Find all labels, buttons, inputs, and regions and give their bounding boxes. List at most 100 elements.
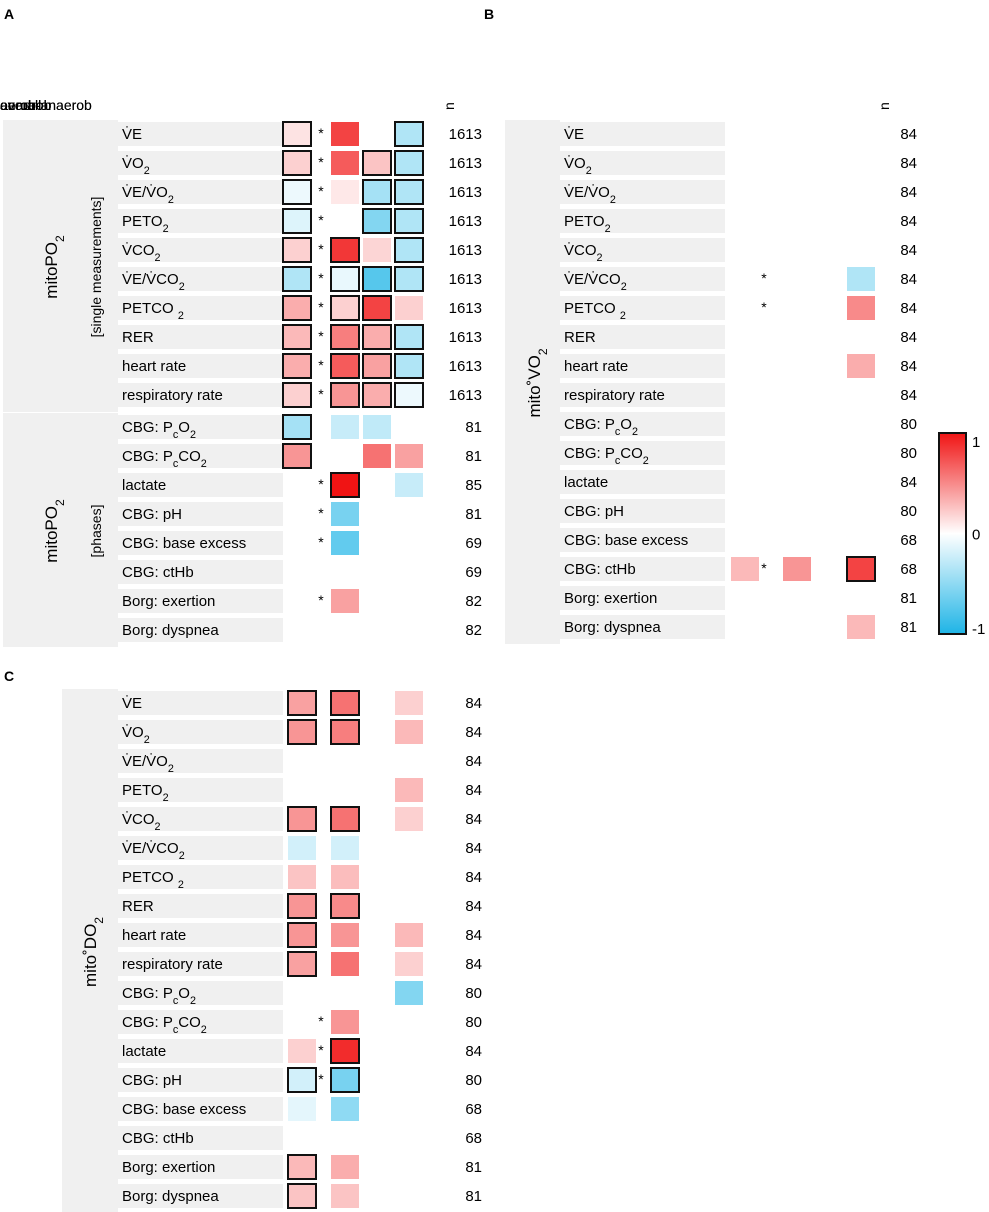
table-row: V̇E/V̇O2 * 1613: [118, 179, 482, 206]
group-outer-label: mitoPO2: [42, 235, 67, 299]
row-n: 68: [465, 1130, 482, 1147]
row-label: V̇E: [564, 126, 584, 143]
table-row: heart rate 84: [118, 922, 482, 948]
row-label-band: [118, 325, 283, 349]
heat-cell: [846, 556, 876, 582]
significance-star: *: [761, 270, 767, 286]
row-n: 84: [900, 126, 917, 143]
heat-cell: [282, 150, 312, 176]
heat-cell: [331, 952, 359, 976]
table-row: V̇E 84: [560, 122, 917, 146]
row-label: Borg: exertion: [564, 590, 657, 607]
heat-cell: [847, 267, 875, 291]
table-row: lactate 84: [560, 470, 917, 494]
heat-cell: [331, 122, 359, 146]
table-row: V̇E 84: [118, 690, 482, 716]
heat-cell: [330, 1067, 360, 1093]
table-row: V̇E/V̇O2 84: [118, 749, 482, 775]
heat-cell: [288, 1097, 316, 1121]
heat-cell: [330, 893, 360, 919]
significance-star: *: [318, 1071, 324, 1087]
row-n: 69: [465, 564, 482, 581]
row-label-band: [118, 1126, 283, 1150]
row-label-band: [118, 209, 283, 233]
heat-cell: [330, 806, 360, 832]
row-label-band: [118, 1097, 283, 1121]
table-row: heart rate * 1613: [118, 353, 482, 379]
group-band: [3, 413, 118, 647]
group-outer-label: mito˚VO2: [525, 348, 550, 417]
heat-cell: [395, 720, 423, 744]
significance-star: *: [318, 592, 324, 608]
table-row: V̇CO2 84: [118, 806, 482, 833]
row-n: 84: [900, 300, 917, 317]
heat-cell: [330, 719, 360, 745]
row-label-band: [560, 267, 725, 291]
table-row: V̇CO2 84: [560, 238, 917, 264]
table-row: CBG: ctHb * 68: [560, 556, 917, 582]
row-label-band: [118, 894, 283, 918]
row-label-band: [118, 1039, 283, 1063]
row-n: 84: [465, 1043, 482, 1060]
row-n: 81: [465, 419, 482, 436]
row-label-band: [560, 122, 725, 146]
row-label: CBG: PcO2: [122, 419, 196, 441]
table-row: CBG: pH * 80: [118, 1067, 482, 1093]
row-n: 1613: [449, 271, 482, 288]
heat-cell: [362, 208, 392, 234]
table-row: CBG: PcCO2 * 80: [118, 1010, 482, 1036]
table-row: V̇O2 84: [118, 719, 482, 746]
heat-cell: [395, 778, 423, 802]
heat-cell: [362, 324, 392, 350]
row-n: 69: [465, 535, 482, 552]
row-label-band: [560, 499, 725, 523]
significance-star: *: [318, 357, 324, 373]
colorbar-tick-label: -1: [972, 621, 985, 638]
heat-cell: [287, 1067, 317, 1093]
heat-cell: [282, 237, 312, 263]
column-header-anaerob: anaerob: [0, 97, 52, 113]
row-label: respiratory rate: [564, 387, 665, 404]
row-n: 1613: [449, 155, 482, 172]
heat-cell: [330, 472, 360, 498]
significance-star: *: [318, 154, 324, 170]
row-label: V̇CO2: [122, 811, 161, 833]
row-label: lactate: [122, 477, 166, 494]
row-label-band: [118, 122, 283, 146]
table-row: PETO2 * 1613: [118, 208, 482, 235]
significance-star: *: [318, 386, 324, 402]
row-label-band: [560, 412, 725, 436]
row-label-band: [118, 151, 283, 175]
significance-star: *: [318, 534, 324, 550]
table-row: CBG: PcO2 80: [118, 981, 482, 1007]
row-label: PETCO 2: [122, 869, 184, 891]
heat-cell: [362, 382, 392, 408]
row-label: respiratory rate: [122, 387, 223, 404]
table-row: RER 84: [560, 325, 917, 349]
row-label-band: [560, 528, 725, 552]
table-row: CBG: ctHb 69: [118, 560, 482, 584]
row-n: 84: [465, 898, 482, 915]
panel-label: C: [4, 668, 14, 684]
row-label: PETO2: [122, 213, 169, 235]
heat-cell: [282, 266, 312, 292]
table-row: Borg: dyspnea 82: [118, 618, 482, 642]
heat-cell: [288, 1039, 316, 1063]
significance-star: *: [761, 560, 767, 576]
table-row: respiratory rate * 1613: [118, 382, 482, 408]
colorbar-tick-label: 1: [972, 434, 980, 451]
row-label-band: [118, 473, 283, 497]
table-row: CBG: PcO2 81: [118, 414, 482, 441]
row-label: CBG: ctHb: [122, 564, 194, 581]
row-label-band: [118, 778, 283, 802]
colorbar-tick-label: 0: [972, 527, 980, 544]
heat-cell: [362, 266, 392, 292]
heat-cell: [362, 353, 392, 379]
row-label: V̇E/V̇O2: [564, 184, 616, 206]
heat-cell: [363, 238, 391, 262]
heat-cell: [287, 806, 317, 832]
heat-cell: [287, 1154, 317, 1180]
